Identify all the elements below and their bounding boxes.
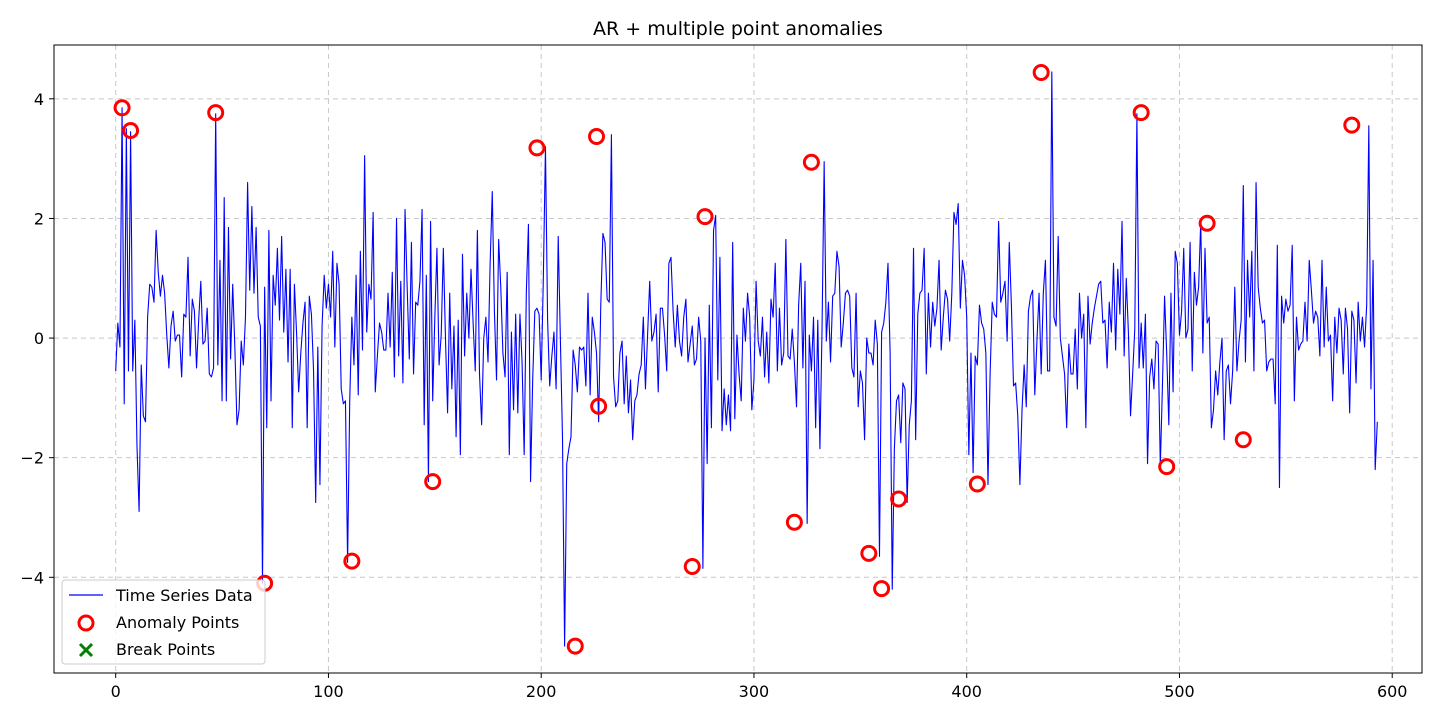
y-tick-label: −2	[20, 449, 44, 468]
plot-frame	[53, 44, 1423, 674]
anomaly-point	[1343, 116, 1361, 134]
y-tick-label: −4	[20, 568, 44, 587]
anomaly-point	[1234, 431, 1252, 449]
x-tick-label: 200	[526, 682, 557, 701]
grid	[54, 45, 1422, 673]
legend-x-swatch	[78, 642, 94, 658]
anomaly-point	[113, 99, 131, 117]
anomaly-point	[590, 397, 608, 415]
anomaly-point	[207, 104, 225, 122]
anomaly-point	[873, 580, 891, 598]
y-tick-label: 0	[34, 329, 44, 348]
legend: Time Series Data Anomaly Points Break Po…	[61, 579, 266, 665]
anomaly-point	[528, 139, 546, 157]
anomaly-point	[1198, 214, 1216, 232]
x-tick-label: 400	[951, 682, 982, 701]
x-tick-label: 100	[313, 682, 344, 701]
series-line	[115, 71, 1378, 647]
anomaly-point	[588, 128, 606, 146]
anomaly-layer	[113, 64, 1361, 655]
y-tick-label: 4	[34, 90, 44, 109]
anomaly-point	[424, 473, 442, 491]
series-layer	[115, 71, 1378, 647]
anomaly-point	[122, 122, 140, 140]
x-tick-label: 600	[1377, 682, 1408, 701]
anomaly-point	[1132, 104, 1150, 122]
anomaly-point	[968, 475, 986, 493]
y-tick-label: 2	[34, 209, 44, 228]
x-tick-label: 0	[111, 682, 121, 701]
anomaly-point	[1158, 458, 1176, 476]
anomaly-point	[696, 208, 714, 226]
legend-circle-swatch	[77, 614, 95, 632]
x-tick-label: 500	[1164, 682, 1195, 701]
chart-title: AR + multiple point anomalies	[593, 18, 883, 40]
x-tick-label: 300	[739, 682, 770, 701]
anomaly-point	[802, 153, 820, 171]
anomaly-point	[343, 552, 361, 570]
anomaly-point	[860, 544, 878, 562]
legend-label-anomalies: Anomaly Points	[116, 613, 239, 632]
anomaly-point	[566, 637, 584, 655]
axes: 0 100 200 300 400 500 600 −4 −2 0 2 4	[20, 90, 1407, 701]
anomaly-point	[890, 490, 908, 508]
anomaly-point	[683, 558, 701, 576]
anomaly-point	[785, 513, 803, 531]
legend-label-breaks: Break Points	[116, 640, 215, 659]
legend-box	[61, 579, 266, 665]
legend-label-series: Time Series Data	[115, 586, 253, 605]
anomaly-point	[1032, 64, 1050, 82]
